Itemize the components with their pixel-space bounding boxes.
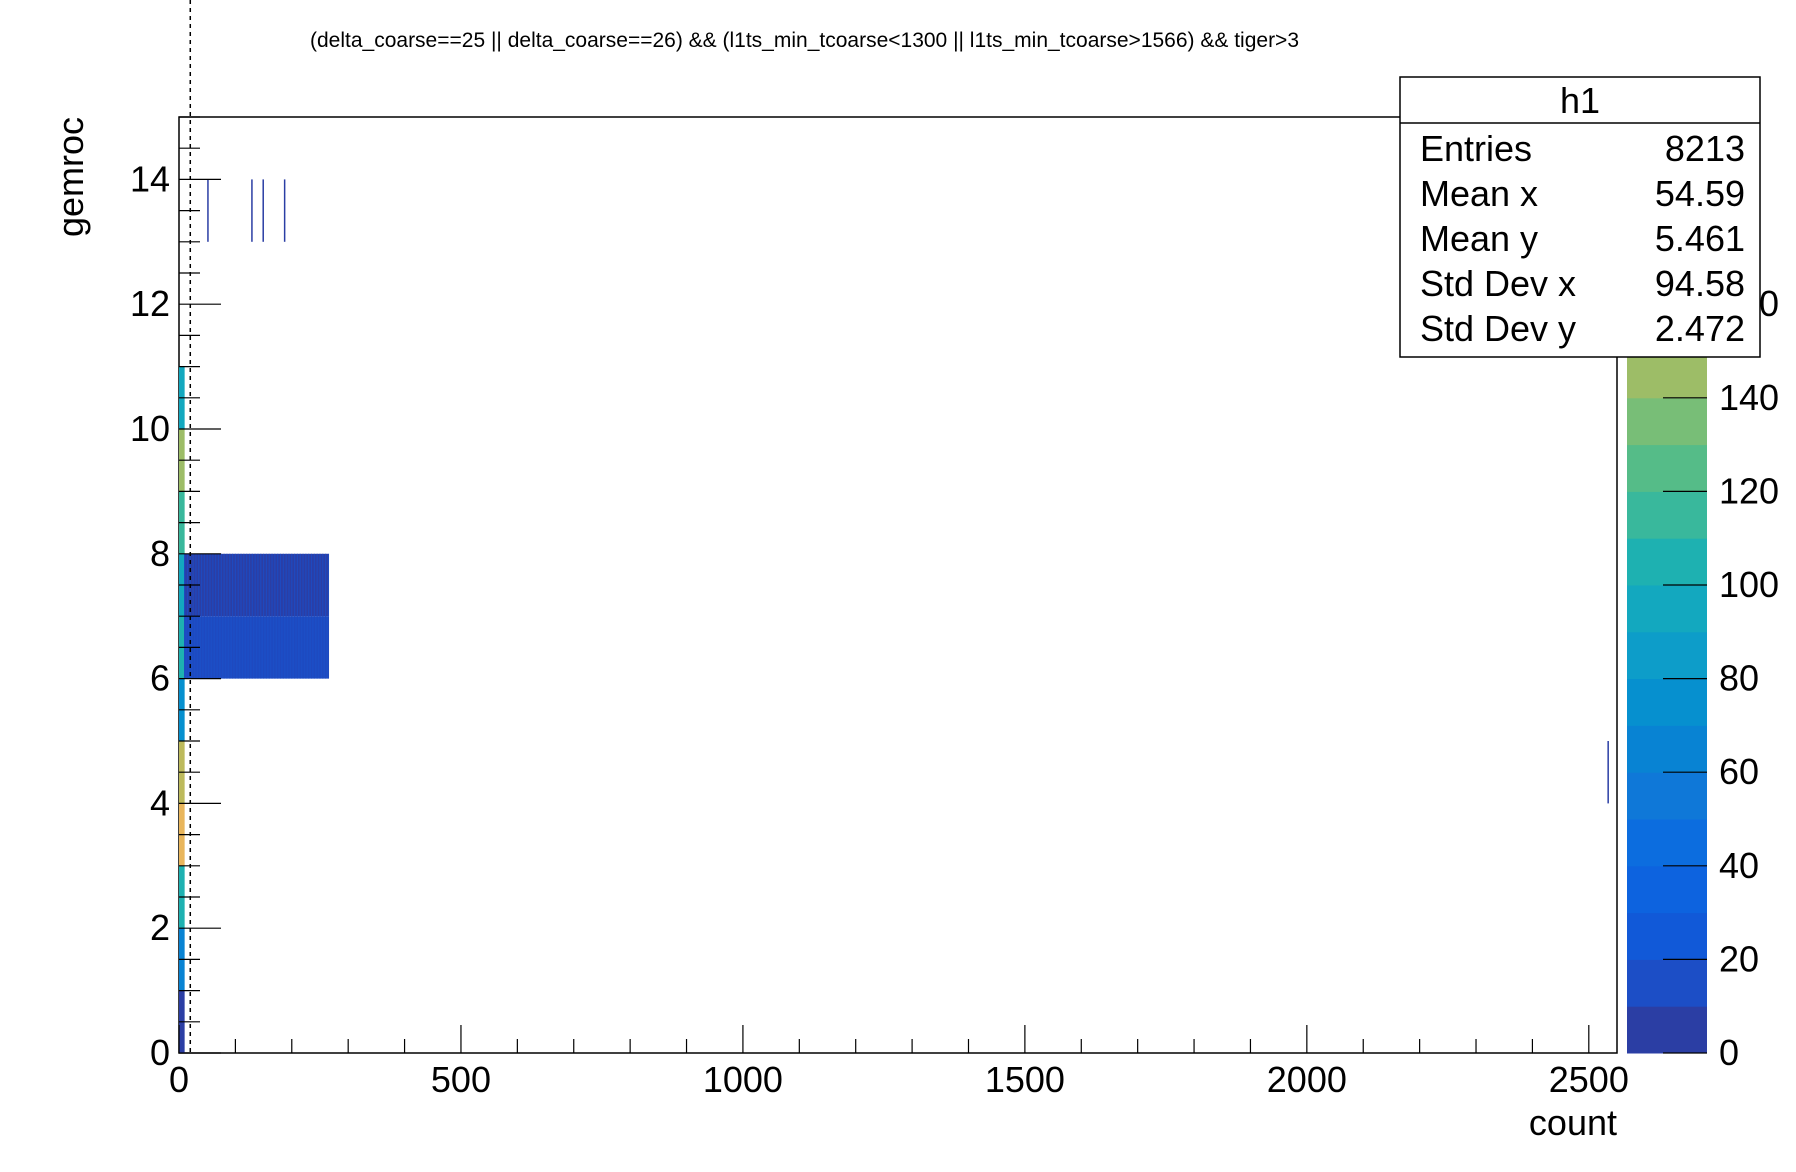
stats-value: 5.461 [1655, 218, 1745, 259]
heatmap-cell [207, 179, 209, 242]
stats-value: 8213 [1665, 128, 1745, 169]
palette-swatch [1627, 819, 1707, 867]
palette-swatch [1627, 351, 1707, 399]
heatmap-cells [179, 179, 1609, 1053]
y-tick-label: 4 [150, 782, 170, 823]
stats-label: Entries [1420, 128, 1532, 169]
stats-label: Std Dev y [1420, 308, 1576, 349]
color-palette [1627, 117, 1707, 1054]
y-tick-label: 8 [150, 533, 170, 574]
stats-value: 94.58 [1655, 263, 1745, 304]
palette-swatch [1627, 725, 1707, 773]
palette-tick-label: 140 [1719, 377, 1779, 418]
y-tick-label: 12 [130, 283, 170, 324]
palette-tick-label: 100 [1719, 564, 1779, 605]
palette-swatch [1627, 491, 1707, 539]
y-tick-label: 2 [150, 907, 170, 948]
heatmap-cell [184, 616, 329, 679]
palette-tick-label: 60 [1719, 751, 1759, 792]
color-palette-axis: 020406080100120140160 [1663, 283, 1779, 1073]
x-tick-label: 2000 [1267, 1059, 1347, 1100]
y-axis: 0 2 4 6 8 10 12 14 [130, 116, 221, 1073]
palette-tick-label: 80 [1719, 658, 1759, 699]
palette-swatch [1627, 959, 1707, 1007]
y-tick-label: 6 [150, 658, 170, 699]
stats-value: 54.59 [1655, 173, 1745, 214]
heatmap-cell [184, 553, 329, 617]
heatmap-cell [1607, 741, 1609, 804]
palette-swatch [1627, 912, 1707, 960]
chart-title: (delta_coarse==25 || delta_coarse==26) &… [310, 29, 1299, 52]
stats-box-name: h1 [1560, 80, 1600, 121]
y-tick-label: 10 [130, 408, 170, 449]
x-tick-label: 1500 [985, 1059, 1065, 1100]
heatmap-cell [262, 179, 264, 242]
x-tick-label: 0 [169, 1059, 189, 1100]
x-axis: 0 500 1000 1500 2000 2500 [169, 1025, 1629, 1100]
palette-tick-label: 0 [1719, 1032, 1739, 1073]
stats-label: Mean y [1420, 218, 1538, 259]
palette-tick-label: 120 [1719, 470, 1779, 511]
palette-swatch [1627, 865, 1707, 914]
palette-swatch [1627, 585, 1707, 633]
palette-tick-label: 40 [1719, 845, 1759, 886]
y-tick-label: 0 [150, 1032, 170, 1073]
palette-swatch [1627, 772, 1707, 820]
x-axis-title: count [1529, 1102, 1617, 1143]
x-tick-label: 500 [431, 1059, 491, 1100]
palette-swatch [1627, 538, 1707, 586]
palette-tick-label: 20 [1719, 938, 1759, 979]
heatmap-cell [283, 179, 286, 242]
stats-label: Mean x [1420, 173, 1538, 214]
x-tick-label: 1000 [703, 1059, 783, 1100]
x-tick-label: 2500 [1549, 1059, 1629, 1100]
palette-swatch [1627, 444, 1707, 492]
stats-label: Std Dev x [1420, 263, 1576, 304]
y-tick-label: 14 [130, 158, 170, 199]
y-axis-title: gemroc [50, 117, 91, 237]
palette-swatch [1627, 631, 1707, 680]
heatmap-cell [251, 179, 253, 242]
palette-swatch [1627, 1006, 1707, 1054]
palette-swatch [1627, 678, 1707, 726]
stats-value: 2.472 [1655, 308, 1745, 349]
palette-swatch [1627, 397, 1707, 446]
stats-rows: Entries 8213 Mean x 54.59 Mean y 5.461 Std Dev… [1420, 128, 1745, 349]
stats-box: h1 Entries 8213 Mean x 54.59 Mean y 5.461 Std … [1399, 76, 1761, 358]
